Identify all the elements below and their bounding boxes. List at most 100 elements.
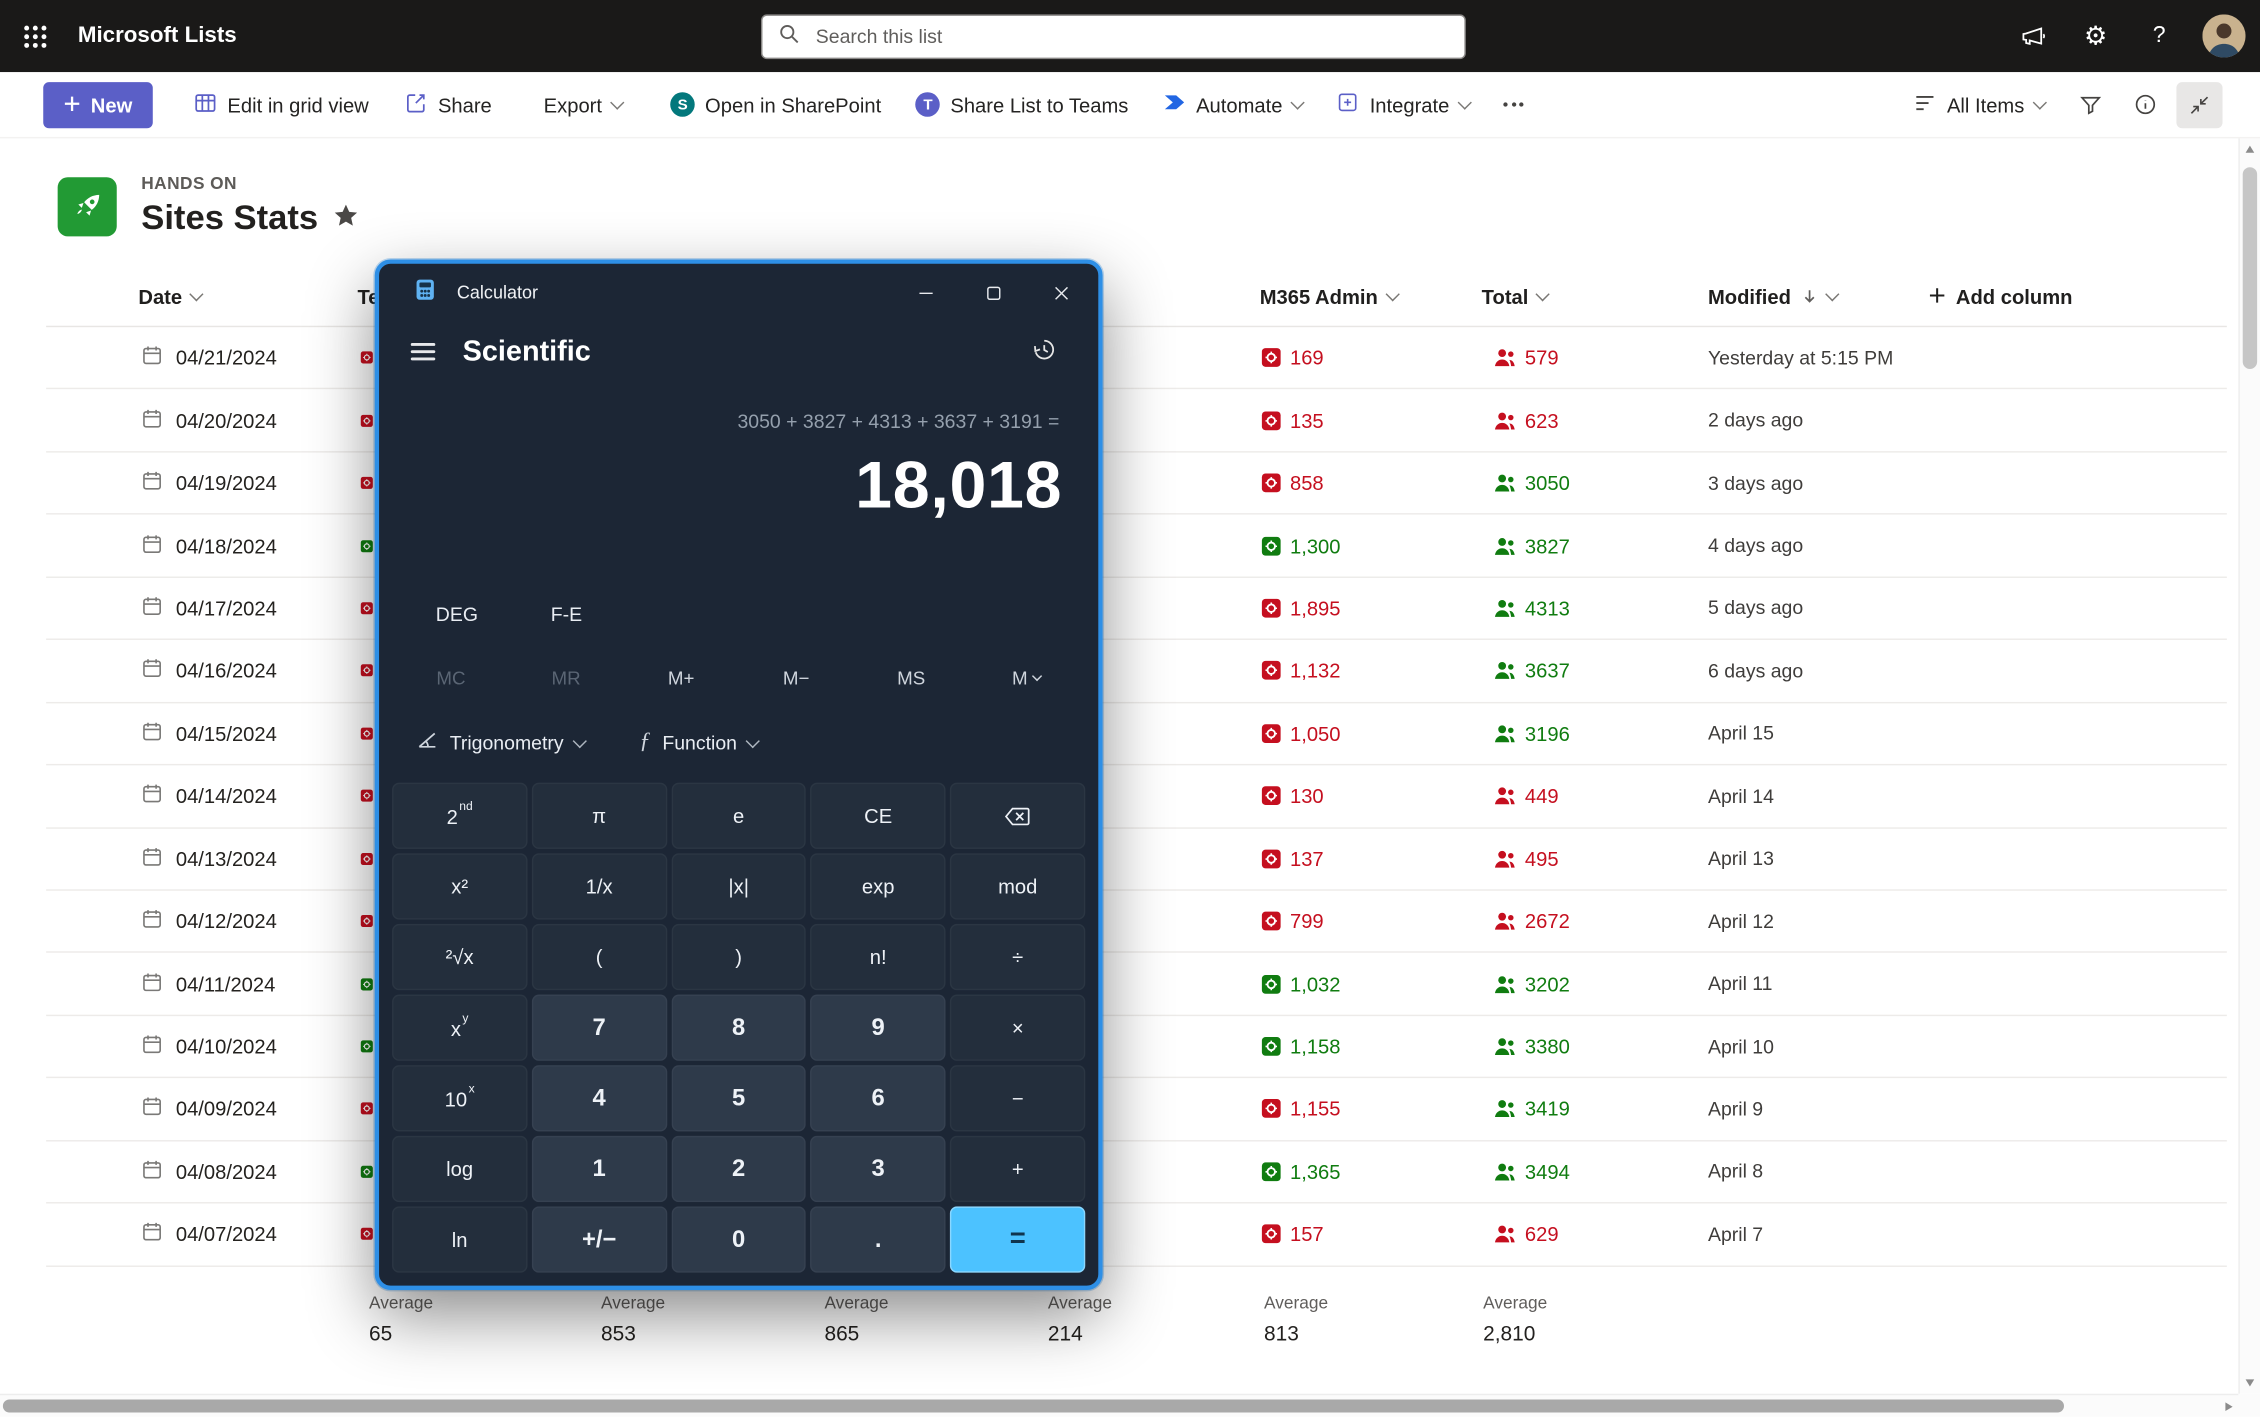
calc-key-one[interactable]: 1: [531, 1135, 667, 1203]
fe-toggle-button[interactable]: F-E: [512, 592, 622, 635]
announcement-megaphone-icon[interactable]: [2006, 10, 2058, 62]
table-row[interactable]: 04/14/2024 130 449 April 14: [46, 765, 2227, 829]
memory-clear[interactable]: MC: [393, 656, 508, 699]
calc-key-log[interactable]: log: [392, 1135, 528, 1203]
automate-button[interactable]: Automate: [1149, 81, 1317, 127]
calc-key-clear-entry[interactable]: CE: [810, 782, 946, 849]
table-row[interactable]: 04/17/2024 1,895 4313 5 days ago: [46, 578, 2227, 641]
calculator-window[interactable]: Calculator Scientific 3050 + 3827 + 4313…: [374, 259, 1103, 1290]
calc-key-decimal[interactable]: .: [810, 1206, 946, 1273]
collapse-details-button[interactable]: [2176, 81, 2223, 128]
integrate-button[interactable]: Integrate: [1322, 81, 1483, 127]
calc-key-square-root[interactable]: ²√x: [392, 923, 528, 991]
menu-hamburger-icon[interactable]: [410, 342, 436, 361]
memory-add[interactable]: M+: [624, 656, 739, 699]
table-row[interactable]: 04/12/2024 799 2672 April 12: [46, 891, 2227, 954]
calc-key-negate[interactable]: +/−: [531, 1206, 667, 1273]
maximize-icon[interactable]: [960, 264, 1028, 322]
table-row[interactable]: 04/21/2024 169 579 Yesterday at 5:15 PM: [46, 327, 2227, 390]
table-row[interactable]: 04/15/2024 1,050 3196 April 15: [46, 703, 2227, 766]
calc-key-backspace[interactable]: [950, 782, 1086, 849]
scroll-right-arrow-icon[interactable]: [2225, 1402, 2233, 1412]
calc-key-subtract[interactable]: −: [950, 1065, 1086, 1132]
calc-key-two[interactable]: 2: [671, 1135, 807, 1203]
avatar[interactable]: [2202, 14, 2246, 58]
calc-key-ten-power[interactable]: 10x: [392, 1065, 528, 1132]
calc-key-second-function[interactable]: 2nd: [392, 782, 528, 849]
app-launcher-waffle-icon[interactable]: [0, 0, 69, 72]
trigonometry-dropdown[interactable]: Trigonometry: [408, 728, 593, 757]
table-row[interactable]: 04/13/2024 137 495 April 13: [46, 828, 2227, 891]
new-button[interactable]: New: [43, 81, 153, 128]
export-button[interactable]: Export: [529, 81, 636, 127]
horizontal-scrollbar-thumb[interactable]: [2, 1399, 2064, 1413]
help-icon[interactable]: ?: [2133, 10, 2185, 62]
calc-key-multiply[interactable]: ×: [950, 994, 1086, 1061]
add-column-button[interactable]: Add column: [1928, 267, 2072, 326]
view-selector-button[interactable]: All Items: [1898, 81, 2058, 127]
degrees-toggle-button[interactable]: DEG: [402, 592, 512, 635]
open-in-sharepoint-button[interactable]: S Open in SharePoint: [656, 81, 896, 127]
column-header-modified[interactable]: Modified: [1708, 267, 1839, 326]
calc-key-absolute-value[interactable]: |x|: [671, 853, 807, 920]
settings-gear-icon[interactable]: ⚙: [2070, 10, 2122, 62]
filter-icon[interactable]: [2067, 81, 2113, 127]
history-icon[interactable]: [1022, 334, 1067, 369]
calc-key-eight[interactable]: 8: [671, 994, 807, 1061]
table-row[interactable]: 04/16/2024 1,132 3637 6 days ago: [46, 640, 2227, 703]
edit-grid-view-button[interactable]: Edit in grid view: [178, 81, 383, 127]
function-dropdown[interactable]: ƒ Function: [631, 728, 767, 757]
table-row[interactable]: 04/09/2024 1,155 3419 April 9: [46, 1078, 2227, 1142]
table-row[interactable]: 04/10/2024 1,158 3380 April 10: [46, 1016, 2227, 1079]
memory-flyout[interactable]: M: [969, 656, 1084, 699]
memory-store[interactable]: MS: [854, 656, 969, 699]
table-row[interactable]: 04/08/2024 1,365 3494 April 8: [46, 1141, 2227, 1204]
calc-key-square[interactable]: x²: [392, 853, 528, 920]
minimize-icon[interactable]: [892, 264, 960, 322]
table-row[interactable]: 04/07/2024 157 629 April 7: [46, 1204, 2227, 1267]
calc-key-exponential[interactable]: exp: [810, 853, 946, 920]
memory-subtract[interactable]: M−: [739, 656, 854, 699]
column-header-date[interactable]: Date: [138, 267, 204, 326]
calc-key-natural-log[interactable]: ln: [392, 1206, 528, 1273]
calculator-titlebar[interactable]: Calculator: [379, 264, 1098, 322]
calc-key-power[interactable]: xy: [392, 994, 528, 1061]
column-header-m365-admin[interactable]: M365 Admin: [1260, 267, 1400, 326]
search-input[interactable]: [812, 24, 1450, 50]
table-row[interactable]: 04/18/2024 1,300 3827 4 days ago: [46, 515, 2227, 578]
horizontal-scrollbar[interactable]: [0, 1393, 2239, 1417]
memory-recall[interactable]: MR: [509, 656, 624, 699]
calc-key-close-paren[interactable]: ): [671, 923, 807, 991]
column-header-truncated[interactable]: Te: [357, 267, 379, 326]
calc-key-zero[interactable]: 0: [671, 1206, 807, 1273]
vertical-scrollbar[interactable]: [2238, 138, 2260, 1394]
calc-key-four[interactable]: 4: [531, 1065, 667, 1132]
calc-key-seven[interactable]: 7: [531, 994, 667, 1061]
search-box[interactable]: [761, 14, 1466, 60]
share-button[interactable]: Share: [389, 81, 506, 127]
calc-key-add[interactable]: +: [950, 1135, 1086, 1203]
calc-key-nine[interactable]: 9: [810, 994, 946, 1061]
share-to-teams-button[interactable]: T Share List to Teams: [901, 81, 1142, 127]
calc-key-divide[interactable]: ÷: [950, 923, 1086, 991]
more-commands-button[interactable]: [1489, 81, 1538, 127]
info-icon[interactable]: [2122, 81, 2168, 127]
calc-key-six[interactable]: 6: [810, 1065, 946, 1132]
table-row[interactable]: 04/11/2024 1,032 3202 April 11: [46, 953, 2227, 1016]
calc-key-five[interactable]: 5: [671, 1065, 807, 1132]
vertical-scrollbar-thumb[interactable]: [2242, 167, 2258, 369]
calc-key-pi[interactable]: π: [531, 782, 667, 849]
calc-key-reciprocal[interactable]: 1/x: [531, 853, 667, 920]
calc-key-euler-number[interactable]: e: [671, 782, 807, 849]
favorite-star-icon[interactable]: [334, 204, 357, 234]
calc-key-equals[interactable]: =: [950, 1206, 1086, 1273]
column-header-total[interactable]: Total: [1482, 267, 1550, 326]
calc-key-modulo[interactable]: mod: [950, 853, 1086, 920]
scroll-up-arrow-icon[interactable]: [2244, 145, 2254, 153]
close-icon[interactable]: [1028, 264, 1096, 322]
calc-key-factorial[interactable]: n!: [810, 923, 946, 991]
table-row[interactable]: 04/20/2024 135 623 2 days ago: [46, 390, 2227, 453]
table-row[interactable]: 04/19/2024 858 3050 3 days ago: [46, 452, 2227, 516]
calc-key-three[interactable]: 3: [810, 1135, 946, 1203]
scroll-down-arrow-icon[interactable]: [2244, 1379, 2254, 1387]
